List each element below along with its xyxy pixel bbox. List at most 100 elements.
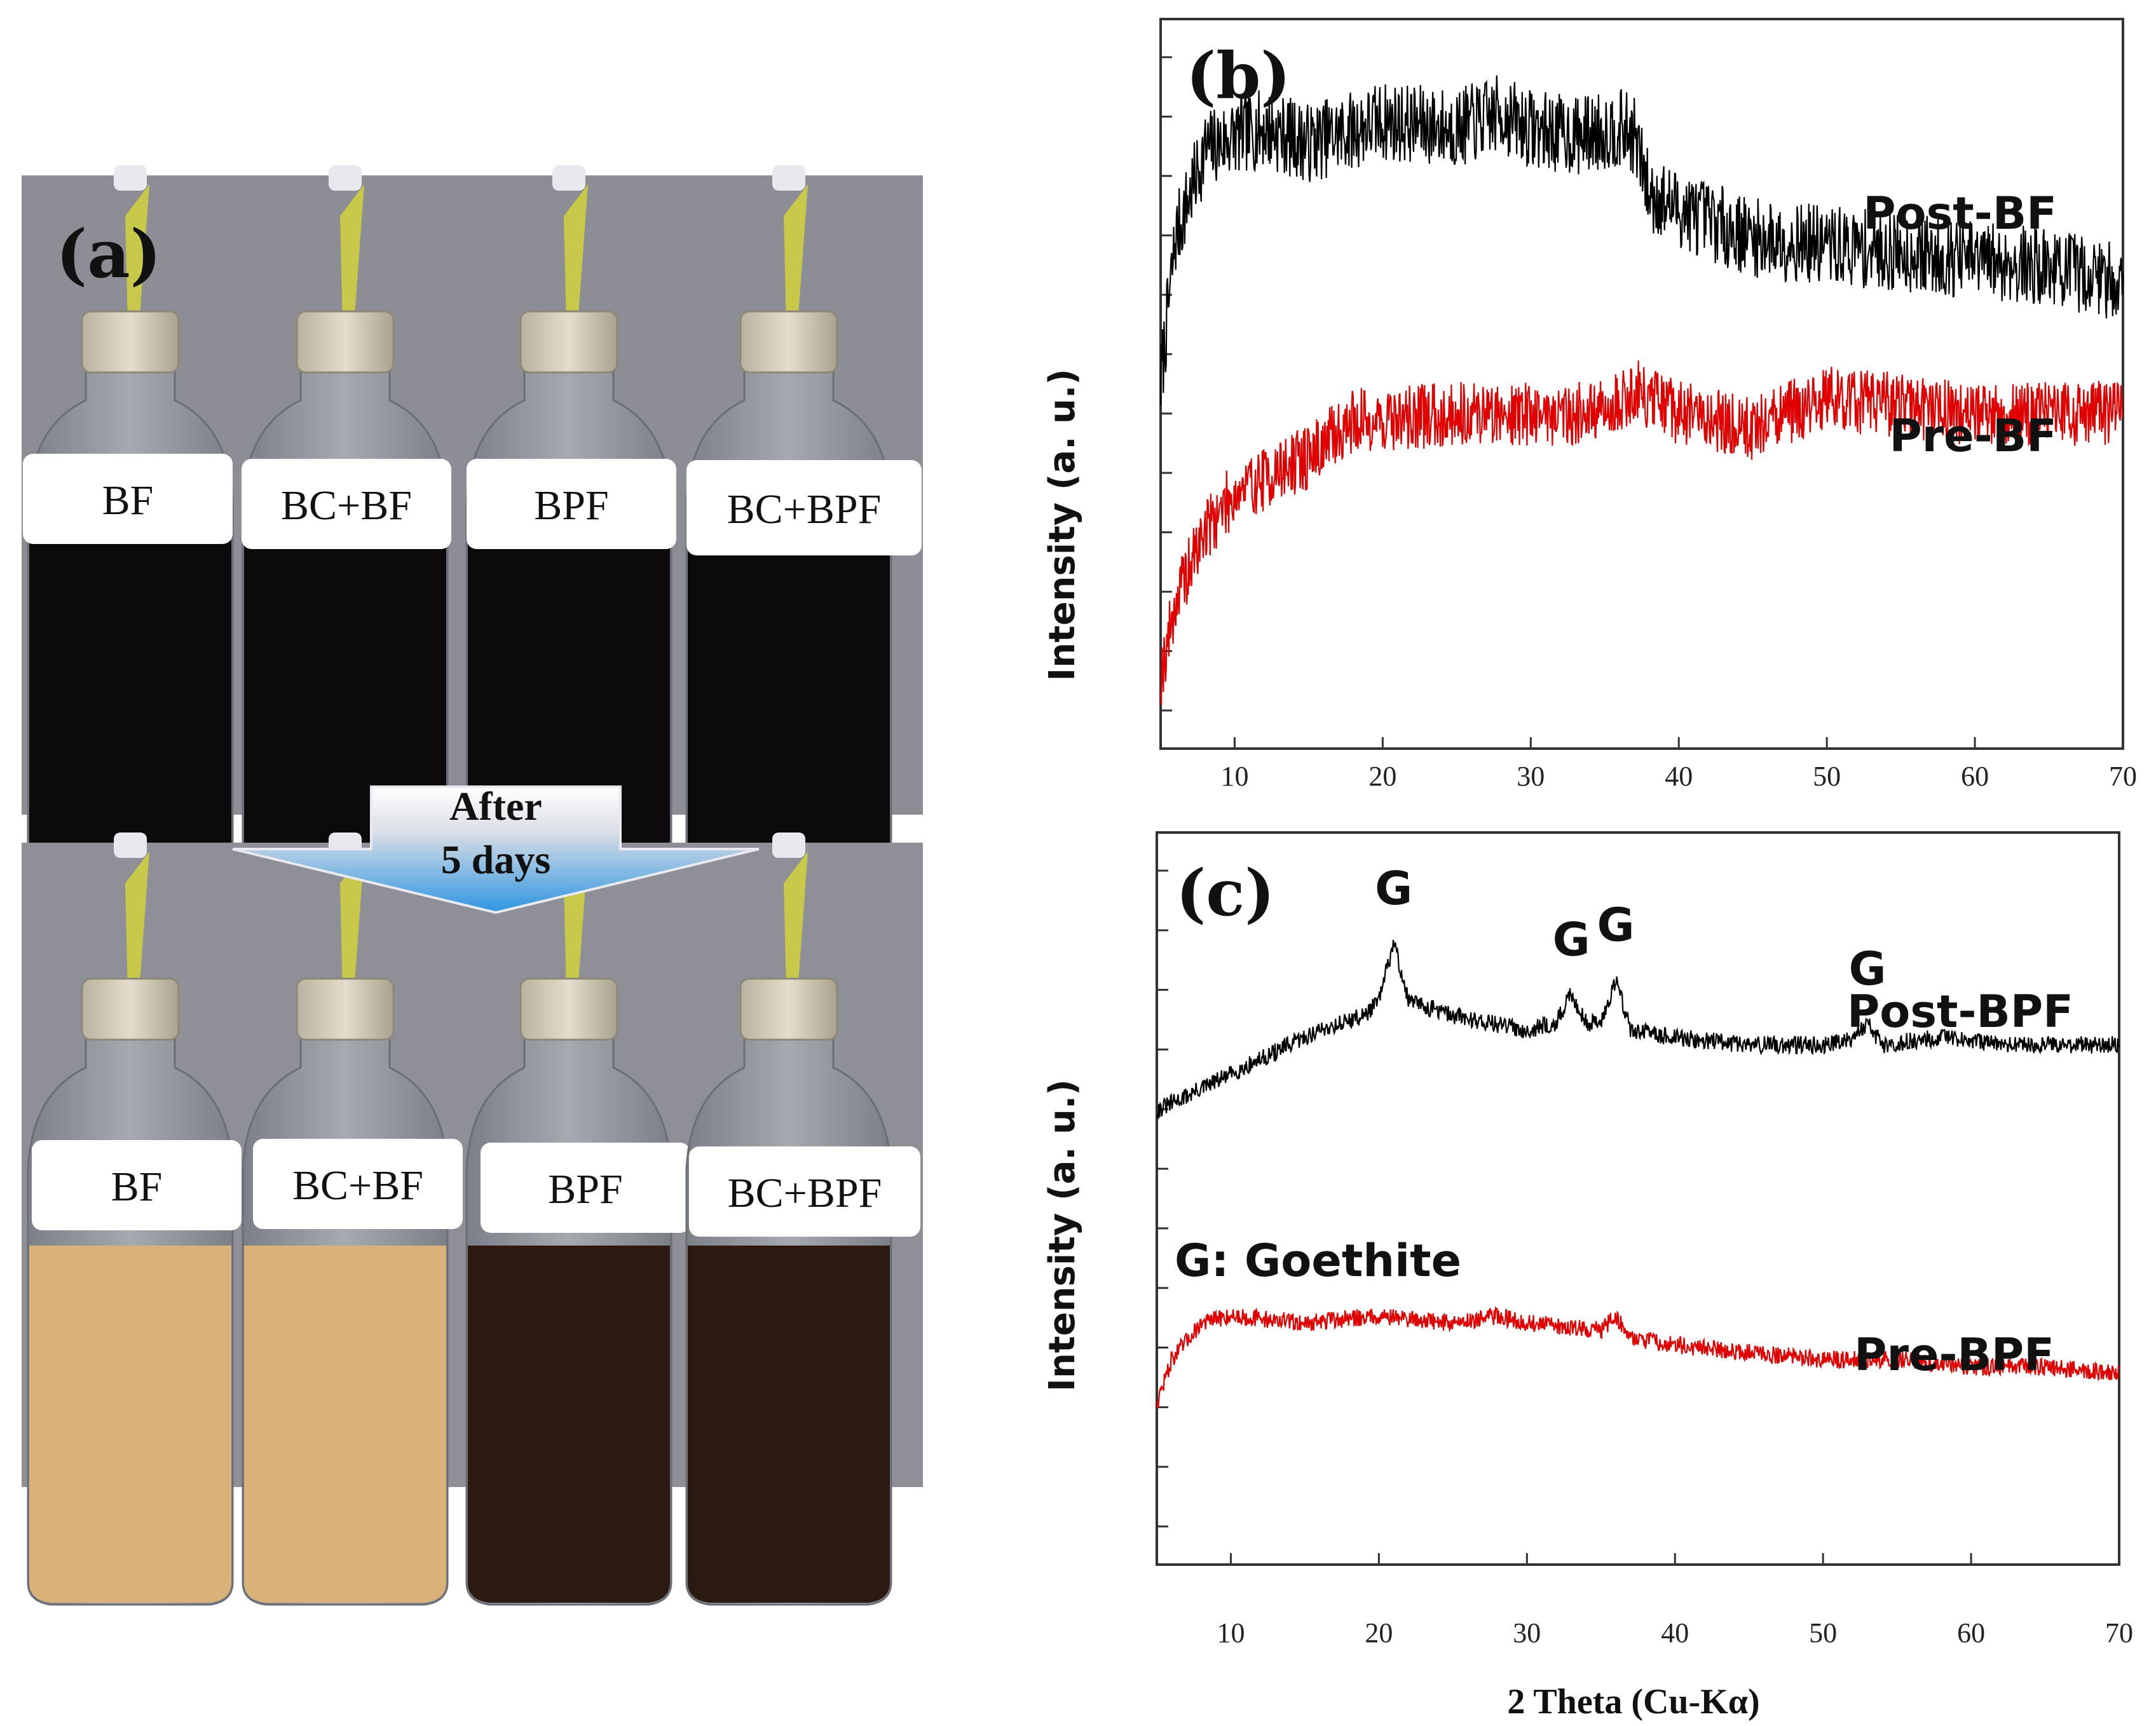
bottle-row-after: BF BC+BF BPF BC+BPF (27, 832, 920, 1606)
post-bpf-series-label: Post-BPF (1847, 986, 2073, 1038)
needle-hub (772, 165, 805, 191)
x-tick-label: 50 (1809, 1617, 1837, 1648)
needle (564, 184, 588, 324)
bottle: BPF (465, 832, 690, 1606)
bottle-cap (81, 310, 180, 374)
needle-hub (114, 165, 147, 191)
after-arrow: After 5 days (232, 784, 760, 914)
arrow-text-line1: After (449, 784, 542, 829)
x-tick-label: 30 (1513, 1617, 1541, 1648)
goethite-peak-label: G (1375, 862, 1412, 915)
bottle-liquid (468, 1246, 670, 1603)
bottle-liquid (29, 1246, 231, 1603)
panel-c-ylabel: Intensity (a. u.) (1042, 1079, 1083, 1392)
bottle-label: BPF (534, 482, 608, 529)
bottle-label: BF (111, 1164, 163, 1210)
needle-hub (114, 832, 147, 858)
panel-b-label: (b) (1186, 38, 1291, 113)
bottle-label-box (253, 1139, 463, 1229)
needle (125, 184, 149, 324)
bottle-cap (296, 310, 395, 374)
goethite-peak-markers: GG GG (1375, 862, 1886, 996)
panel-b-ylabel: Intensity (a. u.) (1042, 369, 1083, 681)
bottle-label-box (481, 1143, 690, 1233)
panel-c-frame (1156, 831, 2120, 1566)
panel-c-xlabel: 2 Theta (Cu-Kα) (1507, 1682, 1759, 1722)
panel-a-label: (a) (56, 215, 161, 293)
bottle: BF (27, 832, 242, 1606)
bottle-row-before: BF BC+BF BPF BC+BPF (23, 165, 922, 939)
x-tick-label: 40 (1661, 1617, 1689, 1648)
bottle-cap (519, 977, 618, 1041)
bottle-label: BC+BPF (727, 486, 882, 533)
needle-hub (552, 165, 585, 191)
pre-bpf-line (1156, 1306, 2120, 1409)
panel-b: 10 20 30 40 50 60 70 (b) Post-BF Pre-BF Intens… (1042, 18, 2137, 792)
bottle-label: BC+BF (292, 1162, 423, 1209)
bottle-liquid (29, 540, 231, 935)
bottle: BC+BPF (685, 832, 920, 1606)
panel-c-ticks (1157, 869, 2120, 1565)
needle (784, 852, 808, 991)
needle-hub (329, 165, 362, 191)
bottle-label-box (23, 454, 233, 544)
post-bf-line (1159, 75, 2124, 405)
bottle-label-box (467, 459, 676, 549)
needle (340, 852, 364, 991)
goethite-peak-label: G (1848, 942, 1886, 996)
goethite-legend-note: G: Goethite (1175, 1235, 1461, 1287)
arrow-shape (232, 785, 760, 914)
bottle-cap (296, 977, 395, 1041)
needle (340, 184, 364, 324)
goethite-peak-label: G (1597, 898, 1635, 951)
needle (125, 852, 149, 991)
panel-c: 10 20 30 40 50 60 70 GG GG (c) Post-BPF Pre-BPF… (1042, 831, 2133, 1722)
x-tick-label: 50 (1813, 761, 1841, 792)
bottle: BC+BPF (685, 165, 922, 939)
x-tick-label: 60 (1957, 1617, 1985, 1648)
needle (784, 184, 808, 324)
panel-c-tick-labels: 10 20 30 40 50 60 70 (1217, 1617, 2133, 1648)
x-tick-label: 10 (1217, 1617, 1245, 1648)
bottle-liquid (688, 1246, 890, 1603)
bottle-liquid (688, 540, 890, 935)
x-tick-label: 10 (1220, 761, 1248, 792)
bottle: BF (23, 165, 234, 939)
bottle-cap (81, 977, 180, 1041)
photo-after: BF BC+BF BPF BC+BPF (22, 832, 923, 1606)
bottle-cap (739, 310, 838, 374)
bottle-label: BF (102, 477, 154, 524)
panel-b-ticks (1161, 56, 2124, 749)
goethite-peak-label: G (1553, 913, 1590, 966)
panel-b-tick-labels: 10 20 30 40 50 60 70 (1220, 761, 2137, 792)
bottle-label: BC+BPF (728, 1170, 882, 1216)
x-tick-label: 30 (1517, 761, 1545, 792)
arrow-text-line2: 5 days (441, 837, 551, 882)
x-tick-label: 60 (1961, 761, 1989, 792)
photo-before: BF BC+BF BPF BC+BPF (22, 165, 923, 939)
bottle-label-box (689, 1146, 920, 1237)
bottle-label: BPF (548, 1166, 622, 1213)
x-tick-label: 40 (1665, 761, 1693, 792)
bottle-label-box (686, 460, 922, 555)
pre-bpf-series-label: Pre-BPF (1854, 1329, 2054, 1381)
needle-hub (772, 832, 805, 858)
bottle-label-box (32, 1140, 242, 1230)
bottle-label-box (242, 459, 451, 549)
bottle-liquid (244, 1246, 446, 1603)
x-tick-label: 20 (1368, 761, 1396, 792)
pre-bf-series-label: Pre-BF (1889, 410, 2057, 462)
pre-bf-line (1159, 360, 2124, 705)
x-tick-label: 20 (1365, 1617, 1393, 1648)
panel-c-label: (c) (1176, 855, 1275, 930)
post-bpf-line (1156, 939, 2120, 1120)
panel-a: BF BC+BF BPF BC+BPF BF BC+BF BPF BC+BPF After … (22, 165, 923, 1606)
bottle: BC+BF (242, 832, 463, 1606)
x-tick-label: 70 (2105, 1617, 2133, 1648)
bottle-cap (739, 977, 838, 1041)
post-bf-series-label: Post-BF (1863, 187, 2057, 240)
bottle-cap (519, 310, 618, 374)
bottle-label: BC+BF (281, 482, 412, 529)
x-tick-label: 70 (2109, 761, 2137, 792)
